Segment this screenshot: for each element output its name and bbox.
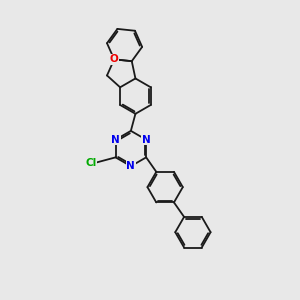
Text: N: N bbox=[127, 161, 135, 171]
Text: O: O bbox=[110, 54, 118, 64]
Text: Cl: Cl bbox=[85, 158, 96, 168]
Text: N: N bbox=[142, 135, 151, 145]
Text: N: N bbox=[111, 135, 120, 145]
